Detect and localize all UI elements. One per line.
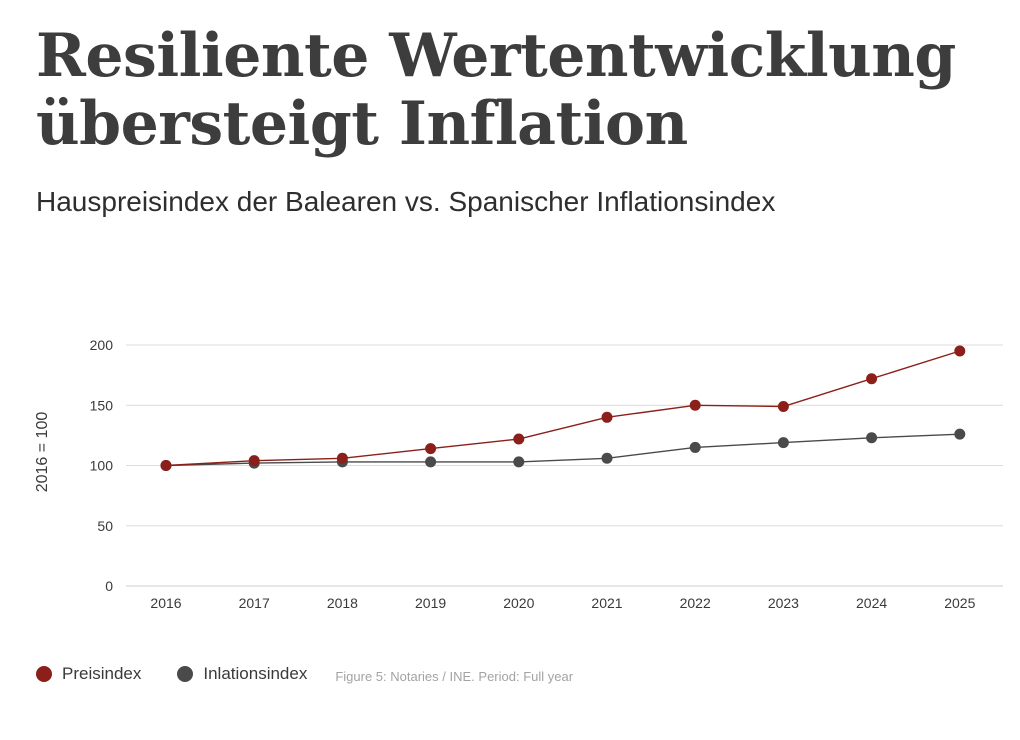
line-chart: 0 50 100 150 200 2016 2017 2018 2019 2020 2021 202… [34, 337, 1003, 611]
y-tick-label: 100 [90, 458, 114, 474]
legend-item-inflation: Inlationsindex [177, 664, 307, 684]
series-line-inflation [165, 433, 960, 467]
subtitle-price-label: Hauspreisindex der Balearen [36, 186, 398, 217]
y-tick-label: 150 [90, 397, 114, 413]
x-tick-label: 2019 [415, 595, 446, 611]
subtitle-inflation-label: Spanischer Inflationsindex [448, 186, 776, 217]
x-tick-label: 2021 [591, 595, 622, 611]
subtitle-vs: vs. [404, 186, 441, 217]
data-point-inflation [866, 432, 878, 444]
data-point-inflation [601, 452, 613, 464]
grid-lines [126, 344, 1003, 587]
x-axis-ticks: 2016 2017 2018 2019 2020 2021 2022 2023 2024 2025 [150, 595, 975, 611]
y-axis-label: 2016 = 100 [34, 412, 51, 493]
data-point-price [513, 433, 525, 445]
title-line-2: übersteigt Inflation [36, 89, 688, 159]
data-point-price [425, 443, 437, 455]
data-point-inflation [513, 456, 525, 468]
y-tick-label: 0 [105, 578, 113, 594]
legend-label-price: Preisindex [62, 664, 142, 683]
chart-title: Resiliente Wertentwicklung übersteigt In… [36, 22, 996, 158]
series-inflation [160, 428, 966, 471]
x-tick-label: 2024 [856, 595, 887, 611]
series-price [160, 345, 966, 471]
data-point-price [954, 345, 966, 357]
x-tick-label: 2025 [944, 595, 975, 611]
series-line-price [165, 350, 961, 467]
title-line-1: Resiliente Wertentwicklung [36, 21, 956, 91]
y-tick-label: 50 [97, 518, 113, 534]
legend-item-price: Preisindex [36, 664, 141, 684]
data-point-price [248, 455, 260, 467]
x-tick-label: 2022 [680, 595, 711, 611]
data-point-inflation [777, 437, 789, 449]
chart-subtitle: Hauspreisindex der Balearen vs. Spanisch… [36, 184, 775, 220]
legend-marker-inflation [177, 666, 194, 682]
legend: Preisindex Inlationsindex Figure 5: Nota… [36, 664, 573, 684]
x-tick-label: 2020 [503, 595, 534, 611]
x-tick-label: 2023 [768, 595, 799, 611]
y-tick-label: 200 [90, 337, 114, 353]
x-tick-label: 2016 [150, 595, 181, 611]
data-point-price [336, 452, 348, 464]
legend-marker-price [36, 666, 52, 682]
data-point-inflation [689, 441, 701, 453]
series [160, 345, 966, 471]
data-point-price [866, 373, 878, 385]
x-tick-label: 2018 [327, 595, 358, 611]
source-note: Figure 5: Notaries / INE. Period: Full y… [335, 668, 574, 684]
data-point-price [160, 460, 172, 471]
y-axis-ticks: 0 50 100 150 200 [90, 337, 114, 594]
data-point-price [689, 399, 701, 411]
data-point-inflation [954, 428, 966, 440]
x-tick-label: 2017 [239, 595, 270, 611]
data-point-inflation [425, 456, 437, 468]
legend-label-inflation: Inlationsindex [203, 664, 308, 683]
data-point-price [601, 411, 613, 423]
data-point-price [777, 400, 789, 412]
